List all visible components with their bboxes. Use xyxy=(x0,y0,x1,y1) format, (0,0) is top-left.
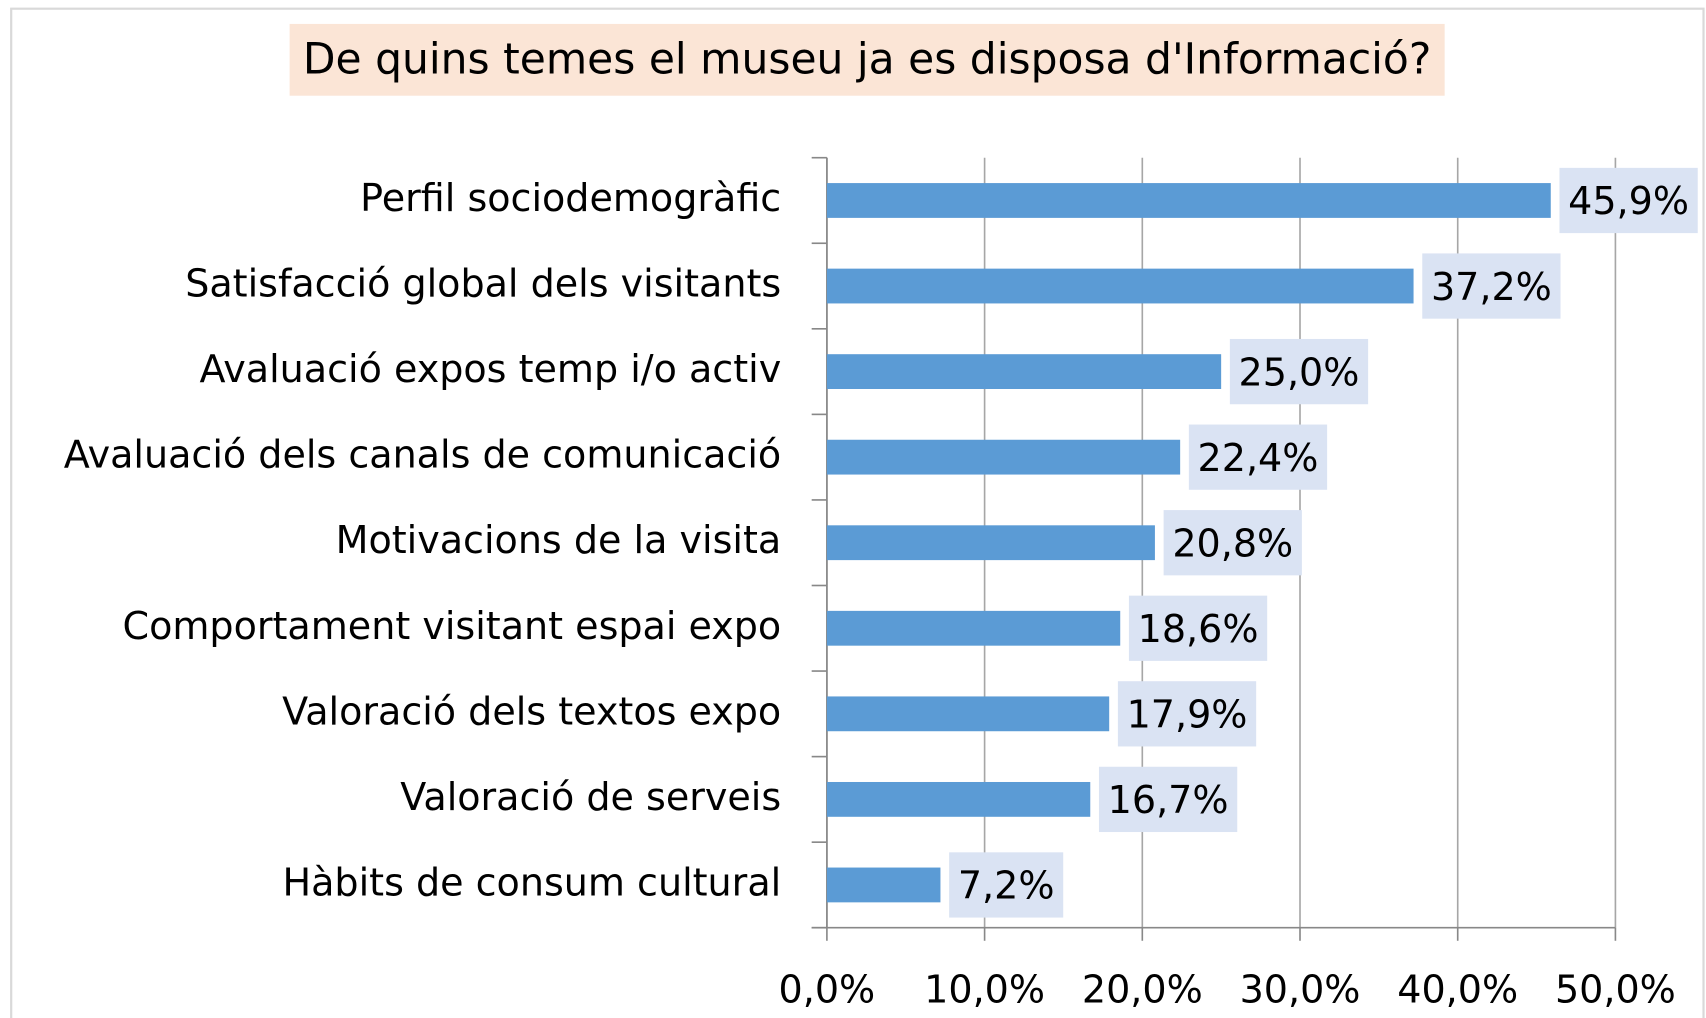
value-label: 16,7% xyxy=(1108,778,1229,822)
y-tick-label: Avaluació dels canals de comunicació xyxy=(64,433,781,477)
value-label: 25,0% xyxy=(1239,350,1360,394)
value-label-background xyxy=(1098,766,1238,833)
value-label-background xyxy=(949,852,1064,918)
title-background xyxy=(289,23,1445,96)
y-tick-label: Perfil sociodemogràfic xyxy=(360,176,781,220)
bar xyxy=(826,268,1414,304)
value-label: 18,6% xyxy=(1138,607,1259,651)
y-tick-label: Avaluació expos temp i/o activ xyxy=(199,347,781,391)
chart-border xyxy=(10,7,1705,1018)
bar xyxy=(826,867,941,903)
value-label: 45,9% xyxy=(1568,179,1689,223)
bar xyxy=(826,696,1110,732)
value-label: 17,9% xyxy=(1127,693,1248,737)
value-label-background xyxy=(1188,424,1328,490)
y-tick-label: Hàbits de consum cultural xyxy=(283,860,782,904)
bar xyxy=(826,610,1121,646)
value-label-background xyxy=(1422,253,1561,319)
value-label-background xyxy=(1559,167,1698,234)
chart-title: De quins temes el museu ja es disposa d'… xyxy=(303,35,1432,84)
value-label-background xyxy=(1128,595,1268,661)
value-label: 7,2% xyxy=(958,864,1055,908)
value-label: 22,4% xyxy=(1198,436,1319,480)
value-label-background xyxy=(1163,510,1302,576)
x-tick-label: 10,0% xyxy=(924,967,1045,1011)
x-tick-label: 50,0% xyxy=(1555,967,1676,1011)
y-tick-label: Valoració de serveis xyxy=(400,775,781,819)
value-label-background xyxy=(1117,681,1257,747)
y-tick-label: Motivacions de la visita xyxy=(336,518,782,562)
y-tick-label: Valoració dels textos expo xyxy=(282,689,781,733)
value-label: 37,2% xyxy=(1431,265,1552,309)
value-label-background xyxy=(1229,338,1369,405)
bar xyxy=(826,354,1222,390)
value-label: 20,8% xyxy=(1172,521,1293,565)
x-tick-label: 20,0% xyxy=(1082,967,1203,1011)
bar xyxy=(826,781,1091,817)
bar xyxy=(826,525,1155,561)
x-tick-label: 0,0% xyxy=(779,967,876,1011)
bar xyxy=(826,439,1181,475)
x-tick-label: 40,0% xyxy=(1397,967,1518,1011)
y-tick-label: Comportament visitant espai expo xyxy=(123,604,782,648)
y-tick-label: Satisfacció global dels visitants xyxy=(185,262,781,306)
bar xyxy=(826,183,1551,218)
x-tick-label: 30,0% xyxy=(1240,967,1361,1011)
